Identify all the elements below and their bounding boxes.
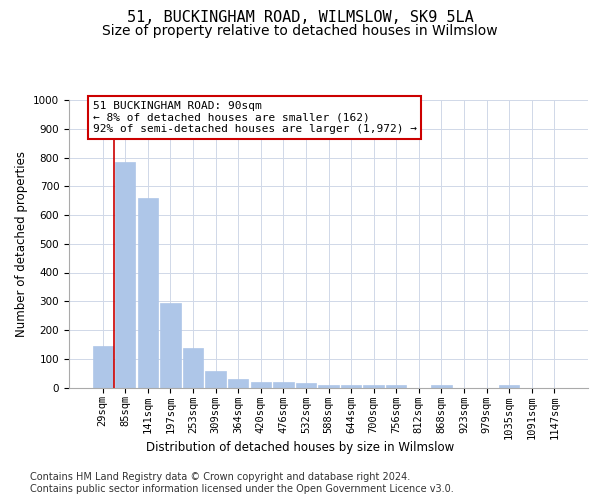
Bar (228, 379, 248, 388)
Text: Contains HM Land Registry data © Crown copyright and database right 2024.: Contains HM Land Registry data © Crown c… (30, 472, 410, 482)
Bar (205, 371, 226, 388)
Text: 51 BUCKINGHAM ROAD: 90sqm
← 8% of detached houses are smaller (162)
92% of semi-: 51 BUCKINGHAM ROAD: 90sqm ← 8% of detach… (92, 101, 416, 134)
Bar (251, 382, 271, 388)
Bar (341, 384, 361, 388)
Text: Size of property relative to detached houses in Wilmslow: Size of property relative to detached ho… (102, 24, 498, 38)
Bar (273, 382, 293, 388)
Bar (319, 385, 338, 388)
Y-axis label: Number of detached properties: Number of detached properties (14, 151, 28, 337)
Bar (115, 162, 136, 388)
Bar (183, 348, 203, 388)
Bar (296, 384, 316, 388)
Bar (160, 302, 181, 388)
Bar (364, 385, 384, 388)
Text: Contains public sector information licensed under the Open Government Licence v3: Contains public sector information licen… (30, 484, 454, 494)
Text: 51, BUCKINGHAM ROAD, WILMSLOW, SK9 5LA: 51, BUCKINGHAM ROAD, WILMSLOW, SK9 5LA (127, 10, 473, 25)
Bar (499, 385, 519, 388)
Bar (386, 385, 406, 388)
Text: Distribution of detached houses by size in Wilmslow: Distribution of detached houses by size … (146, 441, 454, 454)
Bar (92, 346, 113, 388)
Bar (431, 385, 452, 388)
Bar (138, 198, 158, 388)
